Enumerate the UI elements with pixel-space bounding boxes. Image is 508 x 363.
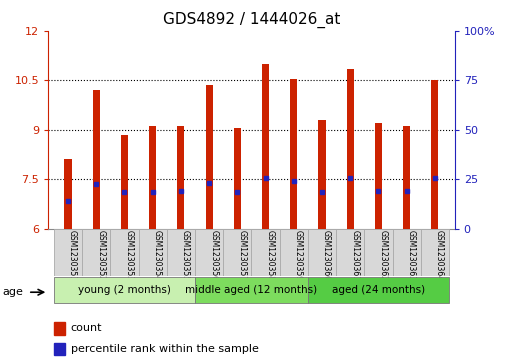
Text: GSM1230354: GSM1230354 <box>153 230 162 281</box>
Text: count: count <box>71 323 102 333</box>
Bar <box>251 229 280 276</box>
Bar <box>195 229 223 276</box>
Bar <box>149 126 156 229</box>
Bar <box>308 229 336 276</box>
Text: GSM1230359: GSM1230359 <box>294 230 303 281</box>
Bar <box>364 229 393 276</box>
Text: GSM1230361: GSM1230361 <box>350 230 359 281</box>
Bar <box>421 229 449 276</box>
Text: GSM1230362: GSM1230362 <box>378 230 388 281</box>
Bar <box>54 277 195 303</box>
Text: GSM1230351: GSM1230351 <box>68 230 77 281</box>
Bar <box>206 85 213 229</box>
Text: middle aged (12 months): middle aged (12 months) <box>185 285 318 295</box>
Text: GSM1230356: GSM1230356 <box>209 230 218 281</box>
Text: GSM1230357: GSM1230357 <box>237 230 246 281</box>
Bar <box>223 229 251 276</box>
Bar <box>262 64 269 229</box>
Bar <box>234 128 241 229</box>
Bar <box>139 229 167 276</box>
Bar <box>336 229 364 276</box>
Text: GSM1230358: GSM1230358 <box>266 230 274 281</box>
Text: young (2 months): young (2 months) <box>78 285 171 295</box>
Text: aged (24 months): aged (24 months) <box>332 285 425 295</box>
Text: GSM1230364: GSM1230364 <box>435 230 444 281</box>
Text: age: age <box>3 287 23 297</box>
Bar <box>195 277 308 303</box>
Bar <box>65 159 72 229</box>
Text: GSM1230360: GSM1230360 <box>322 230 331 281</box>
Bar <box>308 277 449 303</box>
Bar <box>110 229 139 276</box>
Bar <box>54 343 65 355</box>
Text: GSM1230352: GSM1230352 <box>96 230 105 281</box>
Bar <box>177 126 184 229</box>
Bar <box>54 229 82 276</box>
Title: GDS4892 / 1444026_at: GDS4892 / 1444026_at <box>163 12 340 28</box>
Bar <box>280 229 308 276</box>
Bar <box>82 229 110 276</box>
Text: percentile rank within the sample: percentile rank within the sample <box>71 344 259 354</box>
Bar <box>167 229 195 276</box>
Bar <box>403 126 410 229</box>
Text: GSM1230353: GSM1230353 <box>124 230 134 281</box>
Bar <box>92 90 100 229</box>
Text: GSM1230355: GSM1230355 <box>181 230 190 281</box>
Bar <box>431 80 438 229</box>
Bar <box>319 120 326 229</box>
Bar <box>347 69 354 229</box>
Bar <box>375 123 382 229</box>
Bar <box>121 135 128 229</box>
Text: GSM1230363: GSM1230363 <box>407 230 416 281</box>
Bar <box>290 79 297 229</box>
Bar <box>54 322 65 335</box>
Bar <box>393 229 421 276</box>
